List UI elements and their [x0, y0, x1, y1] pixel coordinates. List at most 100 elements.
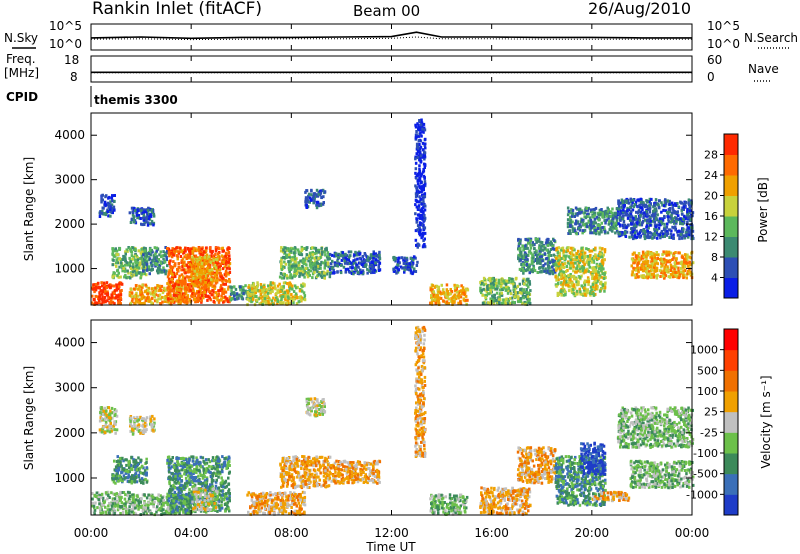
data-cell [187, 247, 190, 251]
data-cell [214, 261, 218, 264]
data-cell [373, 263, 376, 267]
data-cell [521, 301, 524, 305]
data-cell [140, 288, 143, 292]
data-cell [172, 286, 175, 290]
data-cell [171, 280, 174, 284]
data-cell [591, 210, 594, 214]
data-cell [105, 194, 108, 198]
data-cell [103, 298, 106, 302]
data-cell [581, 264, 584, 268]
data-cell [635, 255, 638, 259]
data-cell [266, 291, 270, 295]
data-cell [598, 208, 602, 212]
data-cell [457, 285, 460, 288]
data-cell [449, 292, 452, 296]
data-cell [244, 289, 247, 293]
data-cell [189, 288, 192, 292]
data-cell [176, 298, 179, 302]
data-cell [178, 288, 181, 292]
data-cell [206, 294, 210, 298]
data-cell [93, 290, 96, 294]
data-cell [498, 288, 502, 292]
data-cell [567, 246, 570, 250]
data-cell [508, 296, 512, 300]
data-cell [580, 266, 584, 270]
data-cell [674, 273, 677, 277]
data-cell [686, 212, 689, 216]
data-cell [646, 253, 649, 257]
data-cell [131, 265, 135, 269]
data-cell [411, 263, 414, 267]
data-cell [649, 255, 652, 259]
data-cell [444, 300, 447, 304]
data-cell [270, 302, 273, 306]
data-cell [665, 253, 668, 257]
data-cell [140, 254, 143, 258]
data-cell [400, 256, 404, 260]
data-cell [247, 285, 250, 289]
data-cell [156, 259, 160, 263]
data-cell [299, 269, 302, 273]
data-cell [666, 211, 669, 214]
data-cell [291, 256, 295, 260]
data-cell [581, 218, 584, 222]
data-cell [285, 274, 288, 278]
data-cell [319, 193, 322, 197]
data-cell [651, 219, 654, 223]
data-cell [211, 288, 214, 292]
data-cell [176, 257, 179, 261]
data-cell [292, 251, 296, 255]
data-cell [336, 259, 339, 263]
data-cell [455, 287, 458, 291]
data-cell [592, 287, 595, 291]
data-cell [99, 289, 102, 293]
data-cell [663, 214, 666, 218]
data-cell [328, 257, 332, 261]
data-cell [212, 284, 216, 288]
data-cell [167, 251, 171, 255]
data-cell [603, 289, 606, 293]
nsearch-line [90, 36, 692, 41]
data-cell [415, 264, 419, 267]
data-cell [582, 260, 585, 264]
data-cell [641, 250, 645, 254]
data-cell [655, 276, 659, 280]
data-cell [101, 292, 104, 296]
data-cell [604, 281, 607, 285]
data-cell [228, 257, 231, 261]
data-cell [686, 253, 689, 257]
data-cell [299, 273, 302, 277]
data-cell [215, 246, 218, 250]
data-cell [520, 262, 523, 266]
data-cell [325, 272, 329, 276]
data-cell [304, 271, 307, 275]
data-cell [571, 246, 575, 250]
data-cell [303, 258, 307, 262]
data-cell [168, 277, 171, 281]
data-cell [230, 297, 233, 301]
data-cell [481, 293, 484, 297]
data-cell [604, 276, 607, 280]
data-cell [323, 266, 326, 270]
data-cell [569, 258, 572, 262]
data-cell [556, 291, 560, 295]
data-cell [532, 266, 536, 270]
data-cell [252, 285, 255, 289]
noise-strip: N.Sky 10^5 10^0 10^5 10^0 N.Search [4, 19, 798, 51]
data-cell [580, 210, 584, 214]
data-cell [332, 268, 335, 272]
data-cell [260, 287, 263, 291]
data-cell [130, 272, 133, 276]
data-cell [650, 254, 654, 258]
data-cell [665, 233, 668, 237]
data-cell [293, 246, 297, 250]
data-cell [208, 281, 212, 285]
data-cell [593, 269, 596, 273]
data-cell [166, 286, 169, 290]
data-cell [688, 263, 692, 266]
data-cell [152, 221, 156, 225]
data-cell [445, 291, 448, 295]
data-cell [492, 295, 495, 299]
data-cell [661, 260, 664, 264]
data-cell [620, 233, 623, 237]
